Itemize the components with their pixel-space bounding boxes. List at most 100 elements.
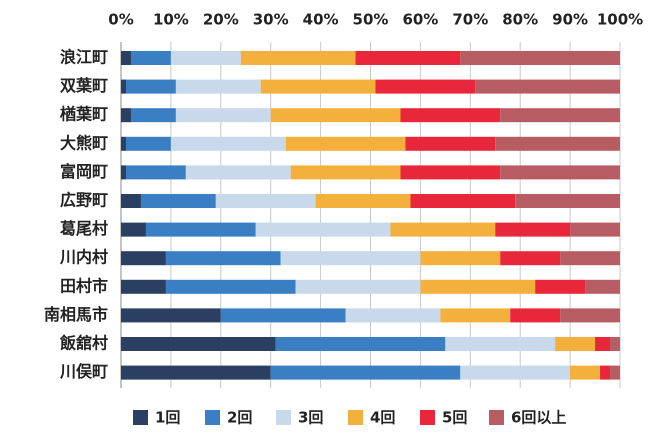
x-tick-label: 60% bbox=[402, 11, 438, 29]
bar-segment bbox=[280, 251, 421, 266]
bar-segment bbox=[295, 279, 421, 294]
bar-segment bbox=[555, 337, 596, 351]
x-tick-label: 10% bbox=[153, 11, 189, 29]
bar-segment bbox=[121, 194, 141, 208]
x-tick-label: 20% bbox=[203, 11, 239, 29]
bar-segment bbox=[400, 165, 501, 180]
x-tick-label: 100% bbox=[597, 11, 643, 29]
x-tick-label: 50% bbox=[353, 11, 389, 29]
bar-segment bbox=[220, 308, 346, 323]
x-tick-label: 90% bbox=[552, 11, 588, 29]
bar-segment bbox=[121, 279, 166, 294]
bar-segment bbox=[285, 136, 406, 151]
bar-segment bbox=[175, 108, 271, 123]
bar-segment bbox=[570, 222, 620, 237]
bar-segment bbox=[121, 51, 131, 65]
legend-swatch bbox=[348, 410, 363, 425]
bar-segment bbox=[390, 222, 496, 237]
y-tick-label: 飯舘村 bbox=[59, 334, 108, 353]
y-tick-label: 葛尾村 bbox=[60, 219, 108, 238]
y-tick-label: 大熊町 bbox=[60, 133, 108, 152]
bar-segment bbox=[405, 136, 496, 151]
bar-segment bbox=[400, 108, 501, 123]
bar-segment bbox=[121, 337, 276, 351]
legend-label: 1回 bbox=[155, 409, 180, 427]
y-tick-label: 双葉町 bbox=[60, 76, 108, 95]
x-tick-label: 30% bbox=[253, 11, 289, 29]
legend-swatch bbox=[276, 410, 291, 425]
y-tick-label: 浪江町 bbox=[60, 48, 108, 67]
legend-swatch bbox=[205, 410, 220, 425]
bar-segment bbox=[500, 251, 561, 266]
bar-segment bbox=[495, 222, 571, 237]
bar-segment bbox=[121, 79, 126, 94]
bar-segment bbox=[145, 222, 256, 237]
y-tick-label: 楢葉町 bbox=[60, 105, 108, 124]
y-tick-label: 川俣町 bbox=[59, 362, 108, 381]
bar-segment bbox=[560, 308, 620, 323]
bar-segment bbox=[170, 51, 241, 65]
bar-segment bbox=[270, 365, 461, 380]
legend-label: 3回 bbox=[298, 409, 323, 427]
bar-segment bbox=[460, 51, 620, 65]
bar-segment bbox=[240, 51, 356, 65]
bar-segment bbox=[460, 365, 571, 380]
legend-swatch bbox=[420, 410, 435, 425]
bar-segment bbox=[510, 308, 561, 323]
y-tick-label: 広野町 bbox=[60, 191, 108, 210]
bar-segment bbox=[165, 251, 281, 266]
bar-segment bbox=[595, 337, 611, 351]
bar-segment bbox=[165, 279, 296, 294]
x-tick-label: 70% bbox=[452, 11, 488, 29]
legend-swatch bbox=[489, 410, 504, 425]
x-tick-label: 80% bbox=[502, 11, 538, 29]
legend-swatch bbox=[133, 410, 148, 425]
bar-segment bbox=[600, 365, 611, 380]
legend-label: 4回 bbox=[370, 409, 395, 427]
bar-segment bbox=[121, 308, 221, 323]
bar-segment bbox=[125, 79, 176, 94]
bar-segment bbox=[475, 79, 620, 94]
legend-label: 5回 bbox=[442, 409, 467, 427]
bar-segment bbox=[121, 108, 131, 123]
bar-segment bbox=[125, 165, 186, 180]
bar-segment bbox=[275, 337, 446, 351]
bar-segment bbox=[345, 308, 441, 323]
bar-segment bbox=[140, 194, 216, 208]
bar-segment bbox=[260, 79, 376, 94]
y-tick-label: 田村市 bbox=[60, 276, 108, 295]
bar-segment bbox=[270, 108, 401, 123]
bar-segment bbox=[315, 194, 411, 208]
bar-segment bbox=[420, 251, 501, 266]
x-tick-label: 40% bbox=[303, 11, 339, 29]
bar-segment bbox=[255, 222, 391, 237]
bar-segment bbox=[585, 279, 620, 294]
y-tick-label: 川内村 bbox=[59, 248, 108, 267]
bar-segment bbox=[170, 136, 286, 151]
bar-segment bbox=[121, 136, 126, 151]
bar-segment bbox=[560, 251, 620, 266]
bar-segment bbox=[610, 365, 620, 380]
bar-segment bbox=[175, 79, 261, 94]
bar-segment bbox=[121, 222, 146, 237]
bar-segment bbox=[515, 194, 620, 208]
bar-segment bbox=[495, 136, 620, 151]
bar-segment bbox=[440, 308, 511, 323]
bar-segment bbox=[185, 165, 291, 180]
bar-segment bbox=[121, 165, 126, 180]
bar-segment bbox=[420, 279, 536, 294]
bar-segment bbox=[125, 136, 171, 151]
bar-segment bbox=[410, 194, 516, 208]
bar-segment bbox=[535, 279, 586, 294]
y-tick-label: 南相馬市 bbox=[44, 305, 108, 324]
bar-segment bbox=[130, 51, 171, 65]
bar-segment bbox=[130, 108, 176, 123]
bar-segment bbox=[215, 194, 316, 208]
bar-segment bbox=[355, 51, 461, 65]
legend-label: 6回以上 bbox=[511, 409, 566, 427]
bar-segment bbox=[500, 108, 620, 123]
bar-segment bbox=[121, 251, 166, 266]
bar-segment bbox=[610, 337, 620, 351]
bar-segment bbox=[290, 165, 401, 180]
